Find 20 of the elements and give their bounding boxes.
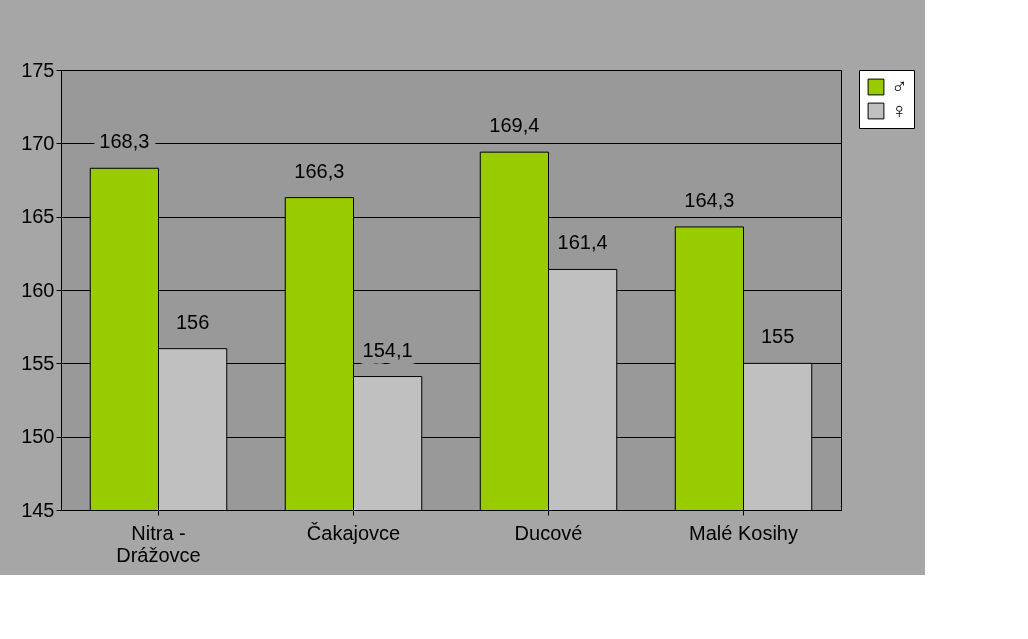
- y-tick-label: 165: [21, 205, 55, 228]
- x-tick-label: Ducové: [514, 521, 583, 544]
- y-tick-label: 170: [21, 131, 55, 154]
- data-label: 166,3: [294, 159, 345, 182]
- data-label: 154,1: [362, 338, 413, 361]
- data-label: 161,4: [557, 231, 608, 254]
- x-tick-label: Čakajovce: [306, 521, 401, 544]
- y-tick-label: 160: [21, 278, 55, 301]
- data-label: 169,4: [489, 114, 540, 137]
- data-label: 156: [175, 310, 210, 333]
- y-tick-label: 145: [21, 498, 55, 521]
- data-label: 164,3: [684, 188, 735, 211]
- y-tick-label: 175: [21, 58, 55, 81]
- y-tick-label: 155: [21, 351, 55, 374]
- legend-label: ♀: [891, 98, 908, 123]
- x-tick-label: Nitra - Drážovce: [116, 521, 201, 566]
- y-tick-label: 150: [21, 425, 55, 448]
- data-label: 155: [760, 325, 795, 348]
- legend-label: ♂: [891, 74, 908, 99]
- x-tick-label: Malé Kosihy: [689, 521, 798, 544]
